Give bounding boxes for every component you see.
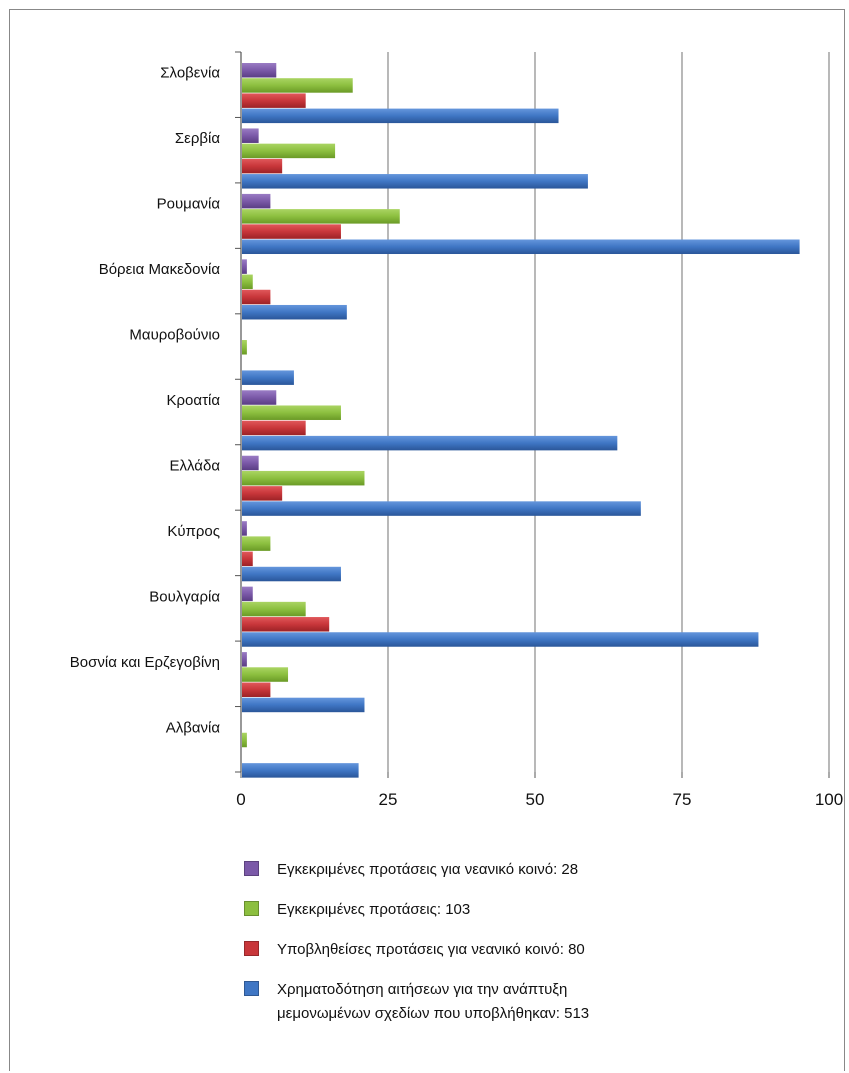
category-label: Σερβία bbox=[175, 130, 220, 147]
bar bbox=[242, 405, 341, 420]
bar bbox=[242, 340, 247, 355]
chart-legend: Εγκεκριμένες προτάσεις για νεανικό κοινό… bbox=[244, 858, 804, 1042]
bar-chart: 0 25 50 75 100 Σλοβενία Σερβία Ρουμανία Βόρεια Μ… bbox=[70, 51, 843, 809]
bar bbox=[242, 455, 259, 471]
bar bbox=[242, 732, 247, 748]
legend-swatch bbox=[244, 941, 259, 956]
bar bbox=[242, 652, 247, 667]
legend-swatch bbox=[244, 901, 259, 916]
bar bbox=[242, 93, 306, 108]
legend-item: Εγκεκριμένες προτάσεις για νεανικό κοινό… bbox=[244, 858, 804, 882]
bar bbox=[242, 158, 283, 174]
category-label: Βοσνία και Ερζεγοβίνη bbox=[70, 654, 220, 671]
bar bbox=[242, 224, 341, 239]
bar bbox=[242, 632, 759, 647]
category-label: Βουλγαρία bbox=[149, 588, 220, 605]
bar bbox=[242, 63, 277, 78]
x-tick-label: 50 bbox=[526, 790, 545, 809]
bar bbox=[242, 521, 247, 536]
category-label: Κροατία bbox=[167, 392, 221, 409]
bar bbox=[242, 586, 253, 602]
legend-label: Εγκεκριμένες προτάσεις: 103 bbox=[277, 901, 471, 918]
bar bbox=[242, 682, 271, 697]
category-label: Ρουμανία bbox=[157, 196, 221, 213]
bar bbox=[242, 370, 294, 385]
bar bbox=[242, 143, 336, 159]
bar bbox=[242, 566, 341, 582]
legend-label: Υποβληθείσες προτάσεις για νεανικό κοινό… bbox=[277, 941, 585, 958]
x-tick-label: 25 bbox=[379, 790, 398, 809]
bar bbox=[242, 420, 306, 436]
bar bbox=[242, 78, 353, 93]
legend-label: Χρηματοδότηση αιτήσεων για την ανάπτυξη … bbox=[277, 981, 590, 1022]
legend-swatch bbox=[244, 981, 259, 996]
bar bbox=[242, 274, 253, 290]
bar bbox=[242, 763, 359, 778]
bar bbox=[242, 128, 259, 143]
bar bbox=[242, 209, 400, 224]
bar bbox=[242, 617, 330, 632]
bar bbox=[242, 174, 588, 189]
bar bbox=[242, 304, 347, 320]
legend-swatch bbox=[244, 861, 259, 876]
bar bbox=[242, 601, 306, 617]
category-label: Σλοβενία bbox=[160, 65, 220, 82]
category-label: Αλβανία bbox=[166, 719, 221, 736]
bar bbox=[242, 435, 618, 451]
bar bbox=[242, 193, 271, 209]
chart-frame bbox=[9, 9, 845, 1071]
bar bbox=[242, 697, 365, 713]
category-label: Κύπρος bbox=[167, 523, 220, 540]
bar bbox=[242, 259, 247, 274]
category-label: Μαυροβούνιο bbox=[129, 327, 220, 344]
x-tick-label: 0 bbox=[236, 790, 245, 809]
bar bbox=[242, 536, 271, 551]
bar bbox=[242, 501, 641, 516]
category-label: Ελλάδα bbox=[170, 457, 221, 474]
bar bbox=[242, 551, 253, 567]
legend-item: Χρηματοδότηση αιτήσεων για την ανάπτυξη … bbox=[244, 978, 804, 1026]
x-tick-label: 75 bbox=[673, 790, 692, 809]
bar bbox=[242, 239, 800, 255]
legend-item: Εγκεκριμένες προτάσεις: 103 bbox=[244, 898, 804, 922]
x-tick-label: 100 bbox=[815, 790, 843, 809]
category-label: Βόρεια Μακεδονία bbox=[99, 261, 221, 278]
bar bbox=[242, 470, 365, 486]
bar bbox=[242, 289, 271, 305]
bar bbox=[242, 486, 283, 501]
bar bbox=[242, 667, 289, 682]
legend-item: Υποβληθείσες προτάσεις για νεανικό κοινό… bbox=[244, 938, 804, 962]
bar bbox=[242, 390, 277, 405]
bar bbox=[242, 108, 559, 124]
legend-label: Εγκεκριμένες προτάσεις για νεανικό κοινό… bbox=[277, 861, 579, 878]
